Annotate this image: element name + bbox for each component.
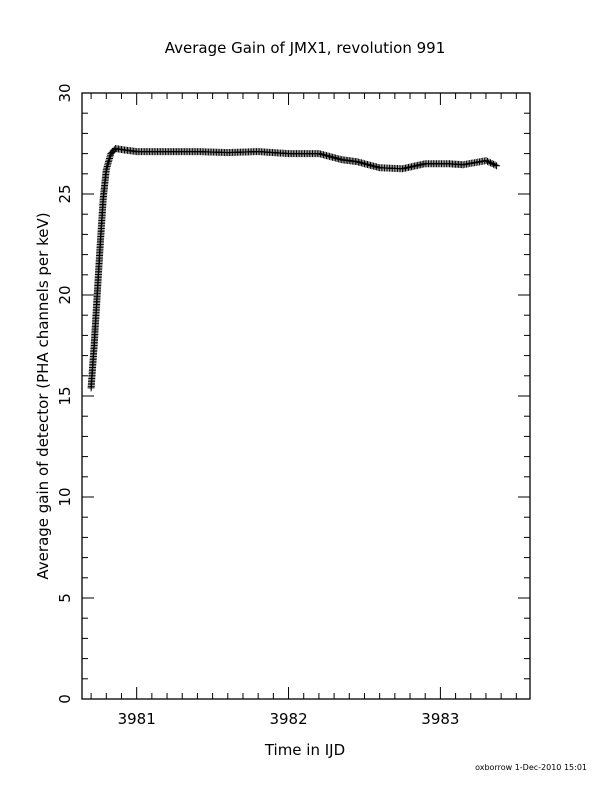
y-tick-label: 0 <box>56 694 74 704</box>
x-tick-label: 3983 <box>421 710 459 728</box>
x-tick-label: 3981 <box>118 710 156 728</box>
data-point <box>485 158 493 166</box>
data-point <box>488 160 496 168</box>
y-tick-label: 30 <box>56 83 74 102</box>
x-axis-label: Time in IJD <box>264 741 345 759</box>
axis-ticks <box>82 92 530 700</box>
plot-frame <box>81 92 531 700</box>
footer-stamp: oxborrow 1-Dec-2010 15:01 <box>475 763 587 772</box>
y-tick-labels: 0 5 10 15 20 25 30 <box>56 83 74 703</box>
data-point <box>491 161 499 169</box>
data-point <box>493 162 501 170</box>
data-point <box>483 157 491 165</box>
data-point <box>487 159 495 167</box>
data-points <box>87 145 501 392</box>
y-tick-label: 25 <box>56 184 74 203</box>
x-tick-labels: 3981 3982 3983 <box>118 710 460 728</box>
data-point <box>490 160 498 168</box>
y-tick-label: 5 <box>56 593 74 603</box>
y-axis-label: Average gain of detector (PHA channels p… <box>34 212 52 579</box>
chart-title: Average Gain of JMX1, revolution 991 <box>165 39 446 57</box>
y-tick-label: 20 <box>56 285 74 304</box>
data-point <box>482 157 490 165</box>
y-tick-label: 15 <box>56 386 74 405</box>
x-tick-label: 3982 <box>269 710 307 728</box>
y-tick-label: 10 <box>56 487 74 506</box>
